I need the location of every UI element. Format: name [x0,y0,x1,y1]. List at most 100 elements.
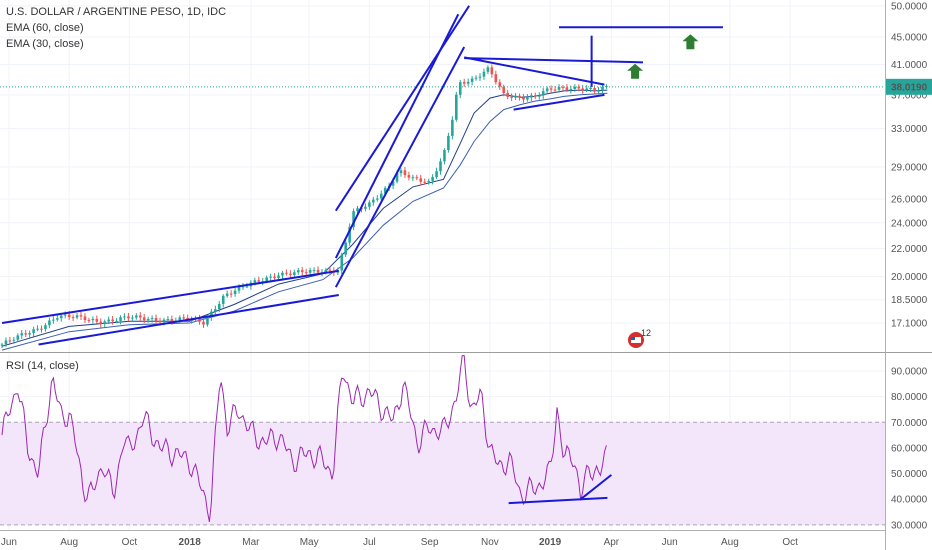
candle-body [79,315,83,317]
candle-body [324,269,328,273]
rsi-tick-label: 50.0000 [891,469,928,480]
candle-body [150,318,154,320]
trendline[interactable] [513,93,605,111]
price-tick-label: 33.0000 [891,124,928,135]
flag-stripes-icon [631,337,641,343]
candle-body [537,95,541,97]
candle-body [71,317,75,319]
candle-body [296,270,300,273]
candle-body [75,315,79,318]
candle-body [372,199,375,203]
price-tick-label: 50.0000 [891,1,928,12]
candle-body [541,91,545,96]
candle-body [166,319,170,321]
trendline[interactable] [1,269,339,324]
candle-body [12,339,16,341]
candle-body [233,290,237,295]
time-tick-label: Oct [122,537,138,548]
trendline[interactable] [334,46,466,288]
candle-body [573,86,577,89]
trendlines: 12 [0,5,885,505]
candle-body [561,87,565,89]
candle-body [498,82,502,87]
price-tick-label: 17.1000 [891,318,928,329]
time-tick-label: May [300,537,319,548]
last-price-label: 38.0190 [891,82,928,93]
candle-body [466,81,470,84]
candle-body [162,319,166,323]
rsi-trendline[interactable] [580,474,612,500]
ema60-line [1,92,608,351]
candle-body [16,335,20,340]
candle-body [494,74,498,83]
ema30-legend[interactable]: EMA (30, close) [6,38,84,50]
rsi-series-line [1,355,607,522]
candle-body [545,88,549,92]
candle-body [344,242,347,255]
trendline[interactable] [334,5,470,212]
candle-body [364,206,367,209]
time-tick-label: 2019 [539,537,562,548]
candle-body [202,321,205,325]
trendline[interactable] [38,293,339,346]
candle-body [103,321,107,325]
candle-body [589,88,592,90]
price-tick-label: 22.0000 [891,244,928,255]
time-tick-label: Aug [60,537,78,548]
time-tick-label: Sep [421,537,439,548]
price-tick-label: 29.0000 [891,162,928,173]
target-arrow-icon[interactable] [627,63,644,79]
candle-body [368,202,371,207]
rsi-legend[interactable]: RSI (14, close) [6,360,79,372]
time-tick-label: Nov [481,537,499,548]
candle-body [502,86,506,94]
candle-body [451,119,454,136]
candle-body [518,95,521,98]
rsi-trendline[interactable] [508,496,608,505]
candle-body [569,88,573,91]
candle-body [91,318,95,321]
target-arrow-icon[interactable] [682,34,699,50]
candle-body [285,272,288,274]
candle-body [458,82,462,95]
candle-body [44,325,47,330]
candle-body [257,280,261,282]
candle-body [87,320,91,322]
time-tick-label: 2018 [179,537,202,548]
candle-body [217,304,221,310]
candle-body [462,82,466,84]
candle-body [111,319,114,322]
candle-body [221,295,225,305]
candle-body [59,315,63,319]
candle-body [348,226,351,243]
trendline[interactable] [334,13,460,259]
candle-body [63,314,67,316]
candles [0,64,608,349]
candle-body [119,317,122,321]
trendline[interactable] [464,57,643,64]
symbol-title[interactable]: U.S. DOLLAR / ARGENTINE PESO, 1D, IDC [6,6,227,18]
candle-body [403,170,407,176]
candle-body [439,161,442,172]
candle-body [478,76,482,78]
candle-body [577,86,581,89]
candle-body [300,270,304,273]
candle-body [115,320,118,322]
candle-body [581,88,585,91]
candle-body [158,320,162,323]
candle-body [95,318,99,322]
candle-body [107,319,110,322]
candle-body [225,293,229,296]
trendline[interactable] [464,56,605,86]
candle-body [198,318,201,322]
candle-body [352,211,355,227]
candle-body [474,77,478,79]
candle-body [415,177,419,179]
ema60-legend[interactable]: EMA (60, close) [6,22,84,34]
candle-body [127,316,130,319]
candle-body [83,316,87,321]
candle-body [411,177,415,179]
candle-body [214,309,217,312]
